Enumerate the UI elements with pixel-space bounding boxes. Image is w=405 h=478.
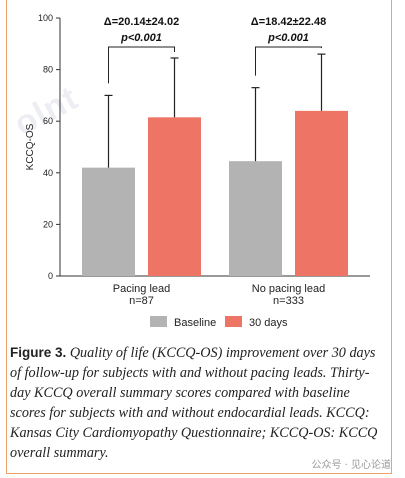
y-axis-label: KCCQ-OS — [25, 123, 36, 170]
x-category-n: n=87 — [129, 295, 154, 307]
significance-bracket — [108, 46, 175, 84]
legend-swatch — [225, 316, 242, 327]
p-value-annotation: p<0.001 — [267, 32, 309, 44]
x-category-n: n=333 — [273, 295, 304, 307]
bar-baseline-pacing — [82, 167, 135, 276]
x-category-label: No pacing lead — [252, 283, 325, 295]
caption-text: Quality of life (KCCQ-OS) improvement ov… — [10, 345, 378, 461]
bar-30-days-pacing — [148, 117, 201, 276]
bar-chart: 0 20 40 60 80 100 KCCQ-OS Δ=20.14±24.02 p<0.001 P… — [25, 13, 370, 329]
y-tick-label: 40 — [43, 168, 53, 178]
delta-annotation: Δ=18.42±22.48 — [251, 16, 326, 28]
y-tick-label: 0 — [48, 271, 53, 281]
legend-label: Baseline — [174, 317, 216, 329]
legend-label: 30 days — [249, 317, 288, 329]
figure-caption: Figure 3. Quality of life (KCCQ-OS) impr… — [10, 343, 388, 463]
source-watermark: 公众号 · 见心论道 — [311, 460, 391, 471]
significance-bracket — [255, 46, 322, 76]
x-category-label: Pacing lead — [113, 283, 171, 295]
bar-baseline-no-pacing — [229, 161, 282, 276]
bar-30-days-no-pacing — [295, 110, 348, 276]
y-tick-label: 60 — [43, 116, 53, 126]
p-value-annotation: p<0.001 — [120, 32, 162, 44]
delta-annotation: Δ=20.14±24.02 — [104, 16, 179, 28]
y-tick-label: 100 — [38, 13, 53, 23]
figure-frame — [6, 0, 392, 474]
caption-label: Figure 3. — [10, 345, 67, 360]
legend-swatch — [150, 316, 167, 327]
y-tick-label: 80 — [43, 65, 53, 75]
y-tick-label: 20 — [43, 219, 53, 229]
